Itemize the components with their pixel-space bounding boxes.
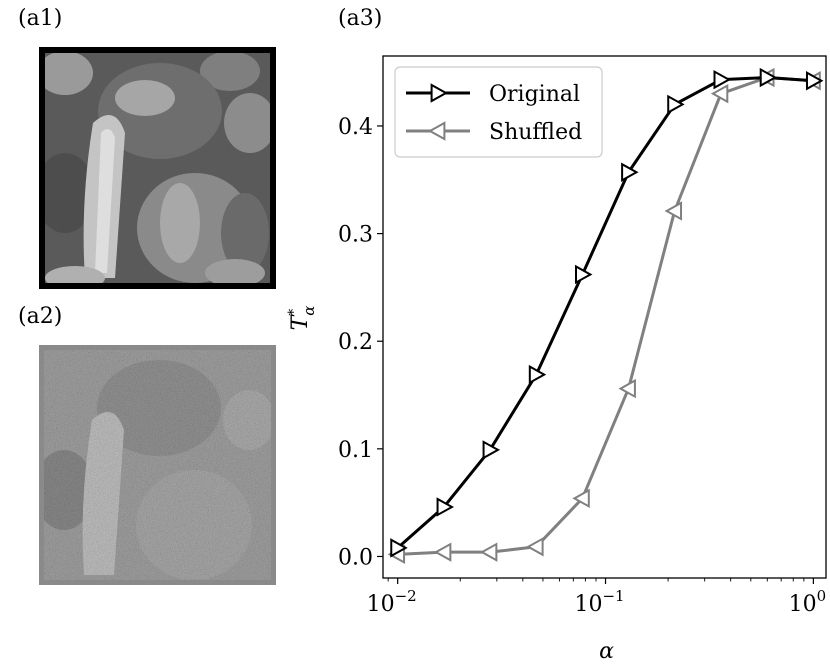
data-point (667, 94, 685, 115)
noisy-peppers-image (39, 345, 276, 585)
legend: Original Shuffled (394, 66, 603, 158)
x-tick-label: 10−1 (574, 587, 624, 617)
panel-label-a3: (a3) (338, 6, 383, 31)
data-point (528, 364, 547, 385)
data-point (479, 542, 498, 562)
data-point (433, 542, 452, 562)
data-point (526, 537, 544, 557)
data-point (713, 69, 731, 90)
x-axis-label: α (599, 639, 614, 664)
series-original (390, 67, 824, 558)
y-tick-label: 0.0 (338, 545, 373, 570)
data-point (427, 121, 446, 141)
series-line (397, 76, 814, 556)
y-tick-label: 0.3 (338, 223, 373, 248)
legend-label: Original (489, 82, 580, 107)
y-tick-label: 0.2 (338, 330, 373, 355)
y-axis-label: T*α (286, 306, 318, 331)
noisy-peppers-image-drawing (44, 350, 271, 580)
y-tick-label: 0.1 (338, 438, 373, 463)
panel-label-a2: (a2) (18, 304, 63, 329)
series-line (396, 76, 814, 549)
plot-frame (382, 55, 827, 579)
data-point (390, 538, 408, 558)
data-point (710, 83, 729, 104)
y-tick-label: 0.4 (338, 115, 373, 140)
data-point (664, 201, 683, 221)
data-point (482, 440, 501, 460)
data-point (575, 264, 593, 285)
legend-label: Shuffled (489, 120, 582, 145)
panel-label-a1: (a1) (18, 6, 63, 31)
data-point (436, 497, 455, 517)
peppers-image-drawing (45, 53, 270, 283)
x-tick-label: 100 (789, 587, 827, 617)
data-point (805, 71, 824, 91)
data-point (618, 378, 636, 399)
data-point (759, 67, 778, 88)
x-tick-label: 10−2 (367, 587, 417, 617)
peppers-image (39, 47, 276, 289)
data-point (572, 488, 590, 509)
data-point (430, 83, 449, 103)
data-point (621, 162, 639, 182)
legend-box (394, 66, 603, 158)
